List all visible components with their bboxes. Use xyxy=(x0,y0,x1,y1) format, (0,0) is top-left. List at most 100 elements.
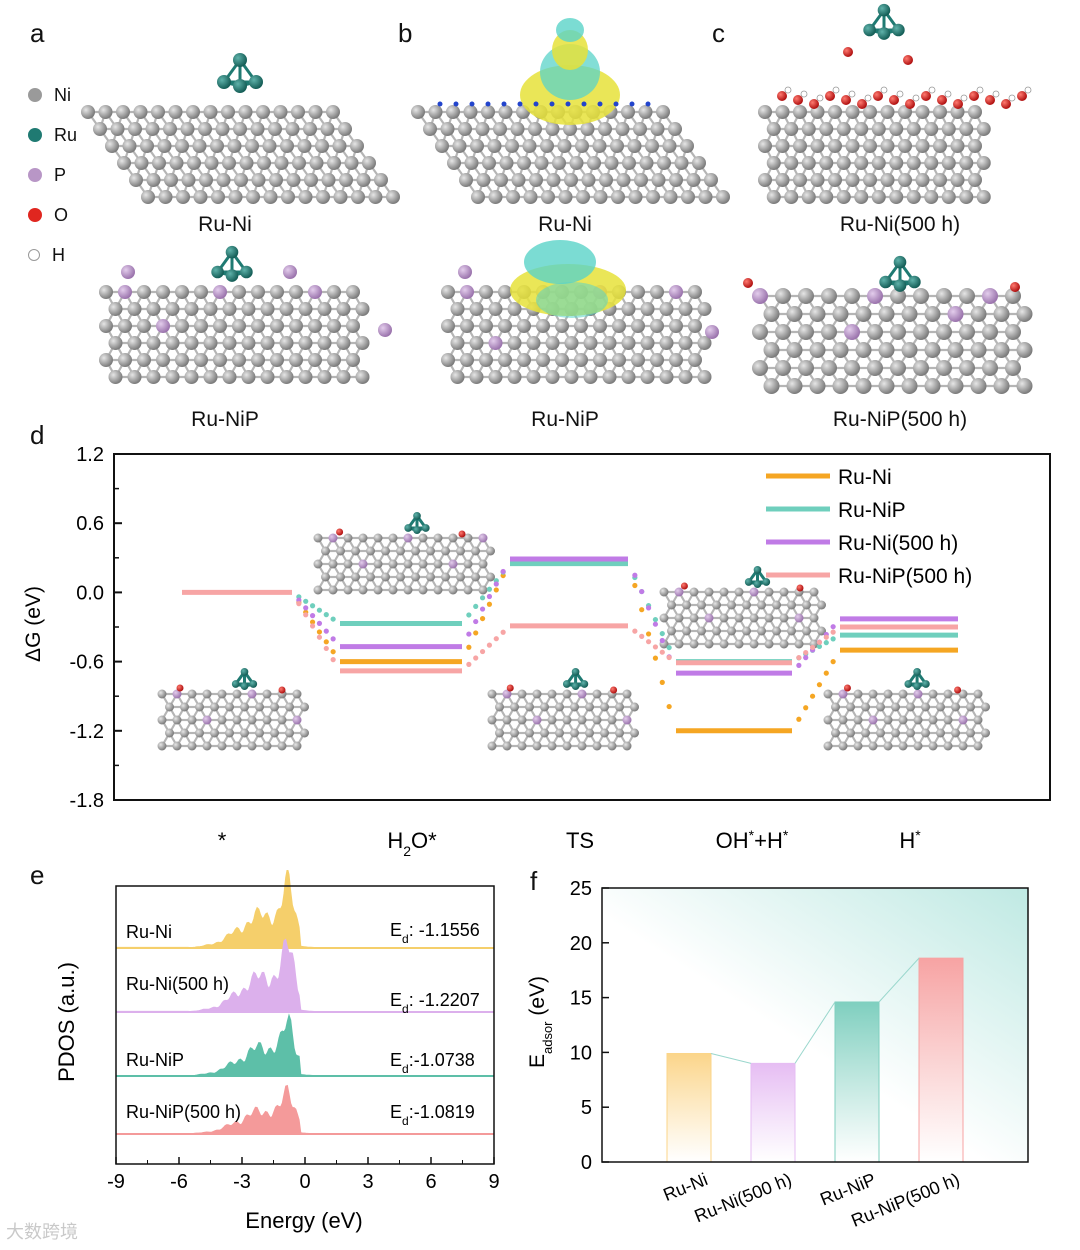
h-atom xyxy=(912,94,920,102)
atom xyxy=(959,360,975,376)
atom xyxy=(798,324,814,340)
ru-atom xyxy=(421,524,430,532)
atom xyxy=(959,122,974,136)
watermark: 大数跨境 xyxy=(6,1222,78,1242)
atom xyxy=(232,689,242,699)
atom xyxy=(947,306,964,322)
ed-value: : -1.2207 xyxy=(409,990,480,1010)
structure-a-bottom xyxy=(99,245,392,384)
atom xyxy=(615,702,624,712)
atom xyxy=(203,302,218,316)
atom xyxy=(801,122,816,136)
connector-dot xyxy=(823,634,829,640)
atom xyxy=(928,741,938,751)
atom xyxy=(303,122,317,136)
atom xyxy=(889,156,904,170)
connector-dot xyxy=(486,593,493,600)
p-atom-icon xyxy=(28,168,42,182)
connector-dot xyxy=(803,649,809,656)
atom xyxy=(344,156,359,170)
chart-f-frame xyxy=(601,887,1029,1163)
atom xyxy=(270,353,284,367)
connector-dot xyxy=(493,581,499,587)
atom xyxy=(863,105,877,119)
atom xyxy=(471,190,485,204)
atom xyxy=(523,190,538,204)
atom xyxy=(659,370,674,384)
atom xyxy=(309,156,324,170)
atom xyxy=(924,190,939,204)
atom xyxy=(366,572,375,582)
atom xyxy=(823,715,833,725)
ytick-label: 20 xyxy=(570,933,592,955)
atom xyxy=(555,319,569,333)
atom xyxy=(734,587,744,597)
atom xyxy=(517,319,531,333)
atom xyxy=(764,613,774,623)
panel-letter-d: d xyxy=(30,420,45,450)
atom xyxy=(692,156,706,170)
connector-dot xyxy=(330,616,336,622)
atom xyxy=(906,122,921,136)
atom xyxy=(832,378,849,394)
connector-dot xyxy=(323,612,329,618)
atom xyxy=(657,156,671,170)
connector-dot xyxy=(479,595,486,601)
atom xyxy=(719,639,729,649)
atom xyxy=(1005,324,1021,340)
structure-label-b-bottom: Ru-NiP xyxy=(531,408,599,431)
atom xyxy=(545,122,560,136)
xtick-label: 3 xyxy=(362,1171,373,1193)
atom xyxy=(552,156,566,170)
atom xyxy=(898,741,908,751)
atom xyxy=(855,306,872,322)
atom xyxy=(343,585,353,595)
atom xyxy=(165,728,174,738)
atom xyxy=(213,285,227,299)
atom xyxy=(351,572,360,582)
connector-dot xyxy=(666,654,672,661)
ytick-label: 10 xyxy=(570,1042,592,1064)
ytick-label: -0.6 xyxy=(70,652,104,674)
atom xyxy=(426,546,435,556)
atom xyxy=(631,285,645,299)
atom xyxy=(924,306,941,322)
atom xyxy=(270,319,284,333)
connector-dot xyxy=(486,586,493,592)
connector-dot xyxy=(803,705,809,711)
atom xyxy=(757,626,766,636)
atom xyxy=(844,288,860,304)
atom xyxy=(763,306,780,322)
atom xyxy=(373,585,383,595)
ru-atom xyxy=(863,23,876,37)
atom xyxy=(507,336,522,350)
atom xyxy=(621,302,636,316)
atom xyxy=(898,173,912,187)
atom xyxy=(146,173,161,187)
atom xyxy=(913,689,923,699)
atom xyxy=(970,342,987,358)
atom xyxy=(871,190,886,204)
atom xyxy=(712,600,721,610)
atom xyxy=(558,190,573,204)
atom xyxy=(563,122,577,136)
atom xyxy=(157,689,167,699)
o-atom xyxy=(969,91,979,101)
atom xyxy=(819,190,834,204)
o-atom xyxy=(903,55,913,65)
o-atom xyxy=(796,584,804,592)
chart-e-ylabel: PDOS (a.u.) xyxy=(54,962,79,1082)
ylabel-unit: (eV) xyxy=(526,976,549,1022)
connector-dot xyxy=(652,644,659,650)
atom xyxy=(821,360,837,376)
o-atom xyxy=(743,278,753,288)
charge-dot xyxy=(453,101,459,107)
charge-dot xyxy=(613,101,619,107)
atom xyxy=(547,741,557,751)
atom xyxy=(285,122,300,136)
atom xyxy=(659,613,669,623)
atom xyxy=(787,626,796,636)
category-base: H xyxy=(899,828,915,853)
atom xyxy=(247,689,257,699)
connector-dot xyxy=(809,693,816,699)
